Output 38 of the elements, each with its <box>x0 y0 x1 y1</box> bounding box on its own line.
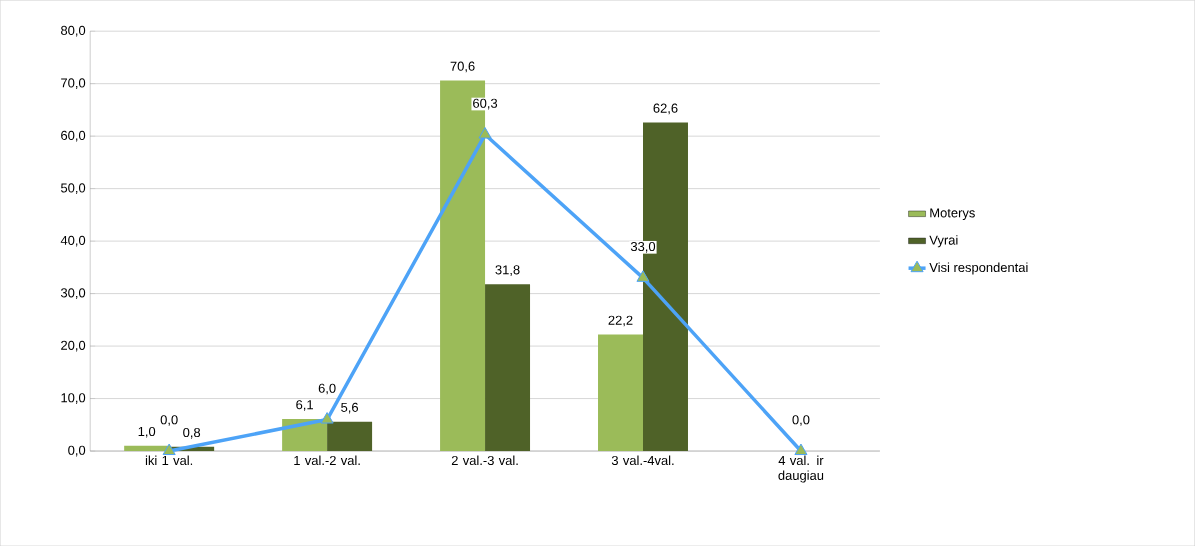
data-label: 0,0 <box>160 415 178 426</box>
data-label: 70,6 <box>450 61 475 73</box>
y-tick-label: 50,0 <box>60 183 86 194</box>
bar <box>598 334 643 451</box>
x-tick-label: iki 1 val. <box>145 455 193 465</box>
bar <box>327 421 373 451</box>
point <box>320 411 334 424</box>
x-tick-label: 2 val.-3 val. <box>451 455 518 465</box>
data-label: 0,0 <box>792 415 810 426</box>
data-label: 31,8 <box>495 265 520 276</box>
data-label: 6,0 <box>318 383 336 395</box>
point <box>636 270 650 282</box>
y-tick-label: 30,0 <box>60 288 86 299</box>
data-label: 62,6 <box>653 103 678 115</box>
data-label: 60,3 <box>473 98 498 110</box>
data-label: 22,2 <box>608 315 633 327</box>
x-tick-label: 4 val. ir daugiau <box>778 455 824 483</box>
data-label: 1,0 <box>138 426 156 438</box>
y-tick-label: 40,0 <box>60 235 86 247</box>
legend-label: Vyrai <box>929 235 958 248</box>
y-tick-label: 80,0 <box>61 25 86 37</box>
y-tick-label: 70,0 <box>61 78 86 89</box>
point <box>478 126 492 139</box>
data-label: 33,0 <box>630 241 656 253</box>
x-tick-label: 3 val.-4val. <box>611 455 674 465</box>
y-tick-label: 60,0 <box>61 130 86 142</box>
legend-label: Visi respondentai <box>929 262 1028 275</box>
y-tick-label: 0,0 <box>68 445 86 457</box>
bar <box>485 284 531 451</box>
data-label: 0,8 <box>183 427 201 439</box>
point <box>794 443 808 455</box>
data-label: 6,1 <box>296 400 313 411</box>
point <box>162 443 176 455</box>
y-tick-label: 20,0 <box>61 340 86 352</box>
y-tick-label: 10,0 <box>61 393 86 404</box>
data-label: 5,6 <box>341 402 359 414</box>
legend-label: Moterys <box>930 208 975 220</box>
x-tick-label: 1 val.-2 val. <box>294 455 360 465</box>
